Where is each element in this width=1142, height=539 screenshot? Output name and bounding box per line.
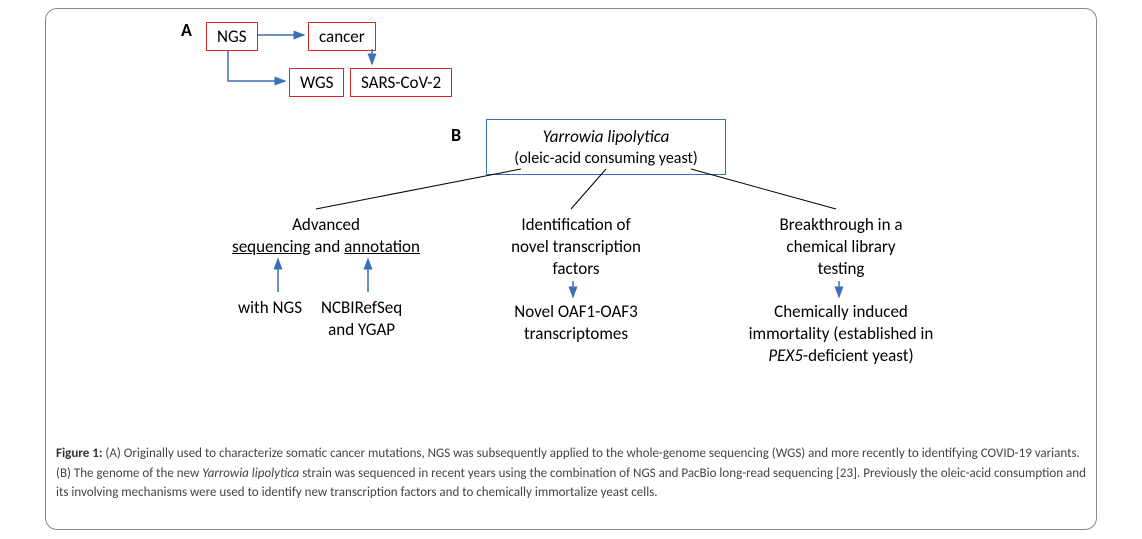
panel-b-label: B — [451, 124, 461, 146]
panel-a-label: A — [181, 19, 192, 41]
branch-line-right — [691, 169, 836, 209]
node-wgs: WGS — [289, 68, 344, 97]
branch-middle-text: Identification of novel transcription fa… — [491, 214, 661, 280]
branch-line-left — [316, 169, 521, 209]
arrow-ngs-wgs — [228, 51, 285, 81]
branch-right-text: Breakthrough in a chemical library testi… — [756, 214, 926, 280]
branch-left-text: Advanced sequencing and annotation — [221, 214, 431, 258]
yarrowia-subtitle: (oleic-acid consuming yeast) — [514, 149, 698, 168]
branch-left-sub2: NCBIRefSeq and YGAP — [321, 297, 402, 341]
branch-line-middle — [571, 169, 606, 209]
branch-left-sub1: with NGS — [238, 297, 302, 319]
caption-label: Figure 1: — [56, 446, 102, 461]
branch-middle-sub: Novel OAF1-OAF3 transcriptomes — [501, 301, 651, 345]
branch-right-sub: Chemically induced immortality (establis… — [726, 301, 956, 367]
node-yarrowia: Yarrowia lipolytica (oleic-acid consumin… — [486, 119, 726, 175]
yarrowia-title: Yarrowia lipolytica — [543, 126, 670, 147]
node-cancer: cancer — [308, 22, 376, 51]
node-ngs: NGS — [206, 22, 258, 51]
node-sars: SARS-CoV-2 — [350, 68, 452, 97]
figure-frame: A NGS cancer WGS SARS-CoV-2 B Yarrowia l… — [45, 8, 1097, 530]
caption-italic1: Yarrowia lipolytica — [202, 466, 299, 481]
figure-caption: Figure 1: (A) Originally used to charact… — [56, 444, 1086, 503]
